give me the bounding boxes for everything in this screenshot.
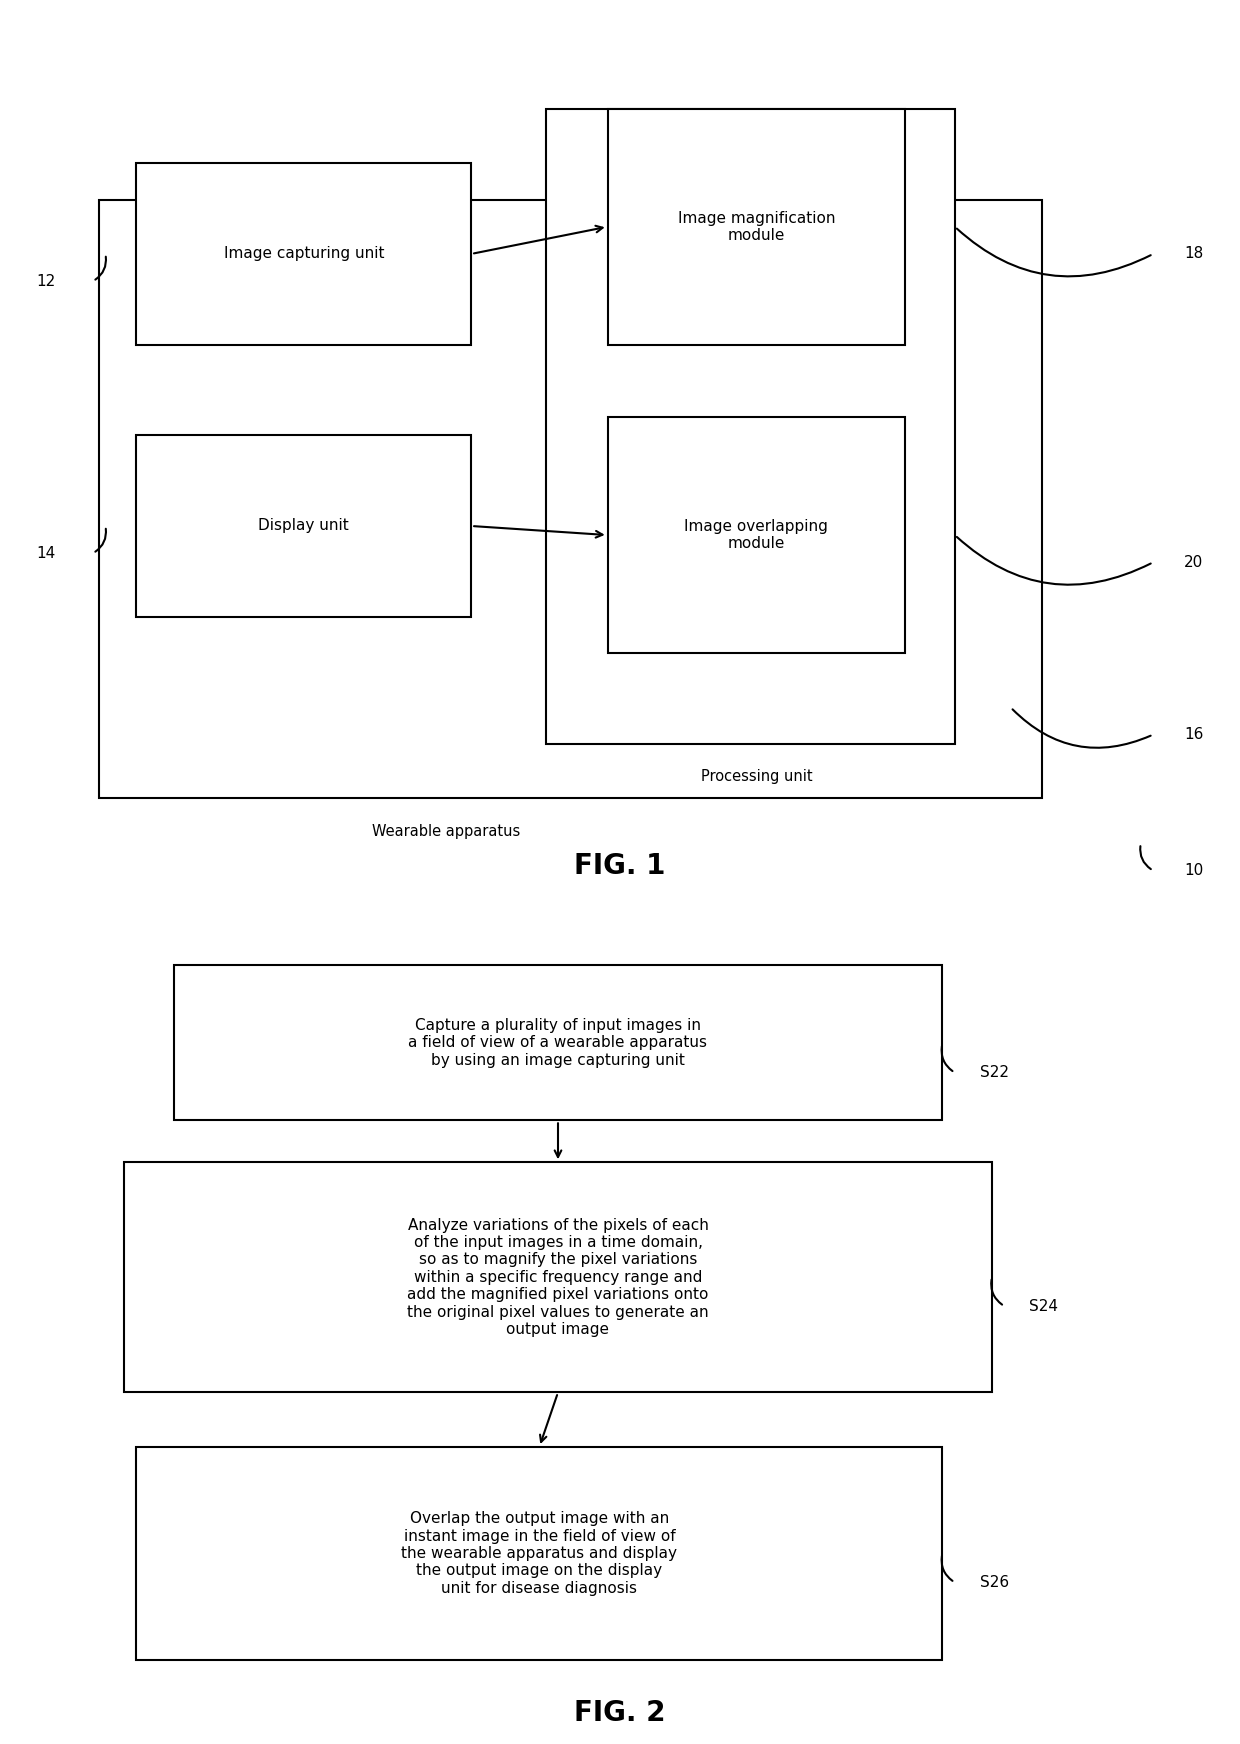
Text: FIG. 2: FIG. 2 — [574, 1699, 666, 1727]
Text: S26: S26 — [980, 1575, 1008, 1591]
Bar — [608, 108, 905, 345]
Bar — [136, 436, 471, 617]
Text: 14: 14 — [36, 546, 56, 562]
Text: FIG. 1: FIG. 1 — [574, 851, 666, 879]
Bar — [608, 417, 905, 652]
Text: Image capturing unit: Image capturing unit — [223, 246, 384, 262]
Text: Analyze variations of the pixels of each
of the input images in a time domain,
s: Analyze variations of the pixels of each… — [407, 1217, 709, 1338]
Text: Overlap the output image with an
instant image in the field of view of
the weara: Overlap the output image with an instant… — [402, 1512, 677, 1596]
Text: S22: S22 — [980, 1066, 1008, 1080]
Bar — [136, 1448, 942, 1660]
Text: 16: 16 — [1184, 727, 1204, 743]
Text: Image overlapping
module: Image overlapping module — [684, 520, 828, 551]
Bar — [99, 199, 1042, 799]
Text: 20: 20 — [1184, 555, 1204, 570]
Bar — [546, 108, 955, 743]
Text: 12: 12 — [36, 274, 56, 290]
Text: 10: 10 — [1184, 863, 1204, 879]
Bar — [124, 1162, 992, 1392]
Text: Image magnification
module: Image magnification module — [677, 211, 836, 242]
Text: S24: S24 — [1029, 1299, 1058, 1313]
Text: Capture a plurality of input images in
a field of view of a wearable apparatus
b: Capture a plurality of input images in a… — [408, 1018, 708, 1067]
Bar — [136, 164, 471, 345]
Text: Display unit: Display unit — [258, 518, 350, 534]
Text: 18: 18 — [1184, 246, 1204, 262]
Bar — [174, 966, 942, 1120]
Text: Wearable apparatus: Wearable apparatus — [372, 823, 521, 839]
Text: Processing unit: Processing unit — [701, 769, 812, 785]
